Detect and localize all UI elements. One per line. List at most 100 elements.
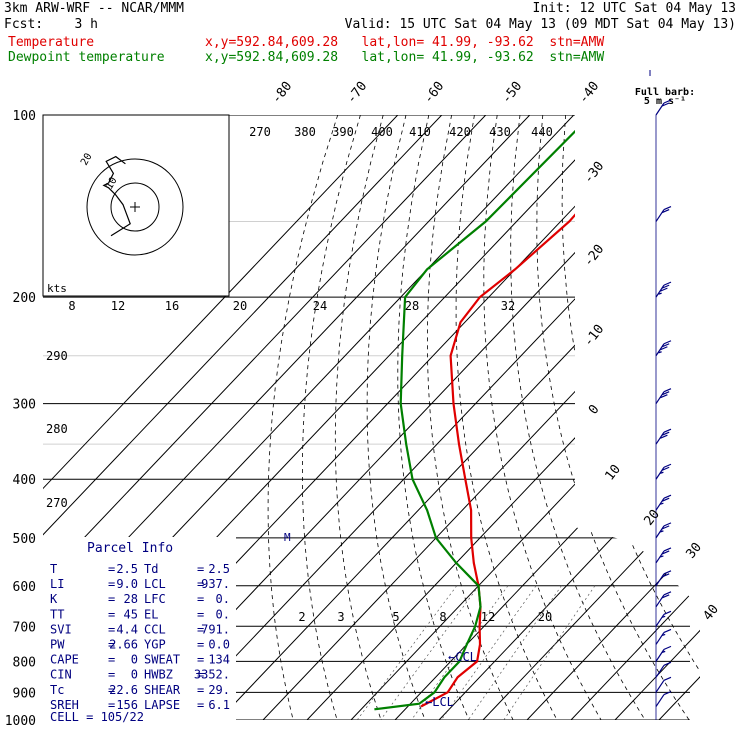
mixing-ratio-line-20 — [503, 585, 596, 720]
dewpoint-location: x,y=592.84,609.28 lat,lon= 41.99, -93.62… — [205, 50, 605, 65]
theta-side-label-1: 280 — [46, 422, 68, 436]
parcel-value2-9: 6.1 — [208, 698, 230, 712]
parcel-info-title: Parcel Info — [87, 541, 173, 556]
parcel-value2-3: 0. — [216, 607, 230, 621]
parcel-eq2-4: = — [197, 622, 204, 636]
dry-adiabat-280 — [366, 115, 426, 720]
wind-barb-full-4-2 — [660, 394, 668, 399]
parcel-eq-2: = — [108, 592, 115, 606]
wind-barb-staff-5 — [655, 431, 665, 445]
parcel-eq-5: = — [108, 638, 115, 652]
parcel-value2-1: 937. — [201, 577, 230, 591]
hodograph-ring-label-1: 20 — [79, 152, 95, 168]
wind-barb-full-7-1 — [661, 497, 670, 502]
valid-time: Valid: 15 UTC Sat 04 May 13 (09 MDT Sat … — [344, 17, 736, 32]
wind-barb-full-4-0 — [663, 388, 672, 393]
speed-tick-5: 28 — [405, 299, 419, 313]
wind-barb-full-2-2 — [660, 287, 668, 292]
wind-barb-staff-1 — [655, 209, 665, 222]
dry-adiabat-380 — [633, 115, 700, 720]
parcel-label-4: SVI — [50, 622, 72, 636]
parcel-eq2-3: = — [197, 607, 204, 621]
wind-barb-full-5-0 — [663, 428, 672, 433]
isotherm-label-1: -70 — [344, 79, 370, 107]
dry-adiabat-270 — [334, 115, 384, 720]
isotherm-label-2: -60 — [421, 79, 447, 107]
isotherm--50 — [174, 115, 700, 720]
wind-barb-staff-14 — [655, 649, 665, 662]
parcel-eq-4: = — [108, 622, 115, 636]
wind-barb-staff-2 — [655, 284, 665, 298]
wind-barb-full-9-0 — [663, 547, 672, 552]
speed-tick-6: 32 — [501, 299, 515, 313]
wind-barb-staff-7 — [655, 497, 665, 511]
isotherm-20 — [482, 115, 700, 720]
parcel-value2-4: 791. — [201, 622, 230, 636]
hodograph-trace — [102, 155, 131, 237]
parcel-eq2-0: = — [197, 562, 204, 576]
dry-adiabat-320 — [483, 115, 602, 720]
mixing-ratio-label-1: 3 — [337, 610, 344, 624]
dry-adiabat-390 — [656, 115, 700, 720]
temperature-legend-label: Temperature — [8, 35, 95, 50]
wind-barb-full-17-0 — [663, 690, 672, 696]
theta-label-4: 410 — [409, 125, 431, 139]
parcel-value-2: 28 — [124, 592, 138, 606]
wind-barb-full-10-0 — [663, 570, 672, 575]
isotherm-40 — [570, 115, 700, 720]
theta-label-5: 420 — [449, 125, 471, 139]
barb-key-title: Full barb: — [635, 87, 695, 98]
wind-barb-staff-8 — [655, 525, 665, 539]
speed-tick-0: 8 — [68, 299, 75, 313]
pressure-label-1000: 1000 — [5, 714, 36, 729]
theta-label-1: 380 — [294, 125, 316, 139]
isotherm--30 — [262, 115, 700, 720]
parcel-value-6: 0 — [131, 653, 138, 667]
mixing-ratio-label-0: 2 — [298, 610, 305, 624]
dry-adiabat-250 — [267, 115, 339, 720]
parcel-eq-3: = — [108, 607, 115, 621]
speed-tick-3: 20 — [233, 299, 247, 313]
isotherm-label-5: -30 — [581, 159, 607, 187]
temperature-line — [420, 115, 676, 708]
parcel-label2-8: SHEAR — [144, 683, 181, 697]
lcl-label: ←LCL — [425, 695, 454, 709]
parcel-value2-2: 0. — [216, 592, 230, 606]
dry-adiabat-400 — [679, 115, 700, 720]
wind-barb-staff-10 — [655, 573, 665, 587]
parcel-value-5: 2.66 — [109, 638, 138, 652]
wind-barb-half-14-0 — [662, 650, 666, 653]
theta-label-7: 440 — [531, 125, 553, 139]
wind-barb-full-12-0 — [663, 610, 672, 615]
speed-tick-2: 16 — [165, 299, 179, 313]
speed-tick-1: 12 — [111, 299, 125, 313]
isotherm--10 — [350, 115, 700, 720]
theta-side-label-2: 270 — [46, 496, 68, 510]
wind-barb-full-11-0 — [663, 591, 672, 596]
dry-adiabat-410 — [702, 115, 740, 720]
parcel-eq-9: = — [108, 698, 115, 712]
parcel-label-5: PW — [50, 638, 65, 652]
hodograph: 10 20 — [42, 114, 230, 297]
wind-barb-half-12-0 — [662, 615, 666, 618]
isotherm-0 — [394, 115, 700, 720]
isotherm--130 — [43, 115, 399, 720]
dry-adiabat-310 — [455, 115, 558, 720]
isotherm-label-9: 10 — [603, 462, 624, 484]
parcel-label2-3: EL — [144, 607, 158, 621]
wind-barb-staff-6 — [655, 466, 665, 480]
wind-barb-full-2-0 — [663, 281, 672, 286]
dry-adiabat-420 — [725, 115, 740, 720]
parcel-label-1: LI — [50, 577, 64, 591]
mixing-ratio-label-2: 5 — [392, 610, 399, 624]
dry-adiabat-340 — [536, 115, 690, 720]
dry-adiabat-350 — [561, 115, 700, 720]
hodograph-speed-axis-label: kts — [47, 282, 67, 295]
parcel-value2-5: 0.0 — [208, 638, 230, 652]
wind-barb-staff-0 — [655, 102, 665, 116]
isotherm--20 — [306, 115, 700, 720]
mixing-ratio-label-4: 12 — [481, 610, 495, 624]
wind-barb-full-3-0 — [663, 340, 672, 345]
sounding-profile — [374, 115, 676, 711]
